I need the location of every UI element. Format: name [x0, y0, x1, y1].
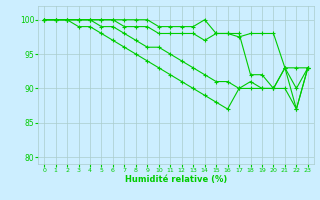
X-axis label: Humidité relative (%): Humidité relative (%): [125, 175, 227, 184]
